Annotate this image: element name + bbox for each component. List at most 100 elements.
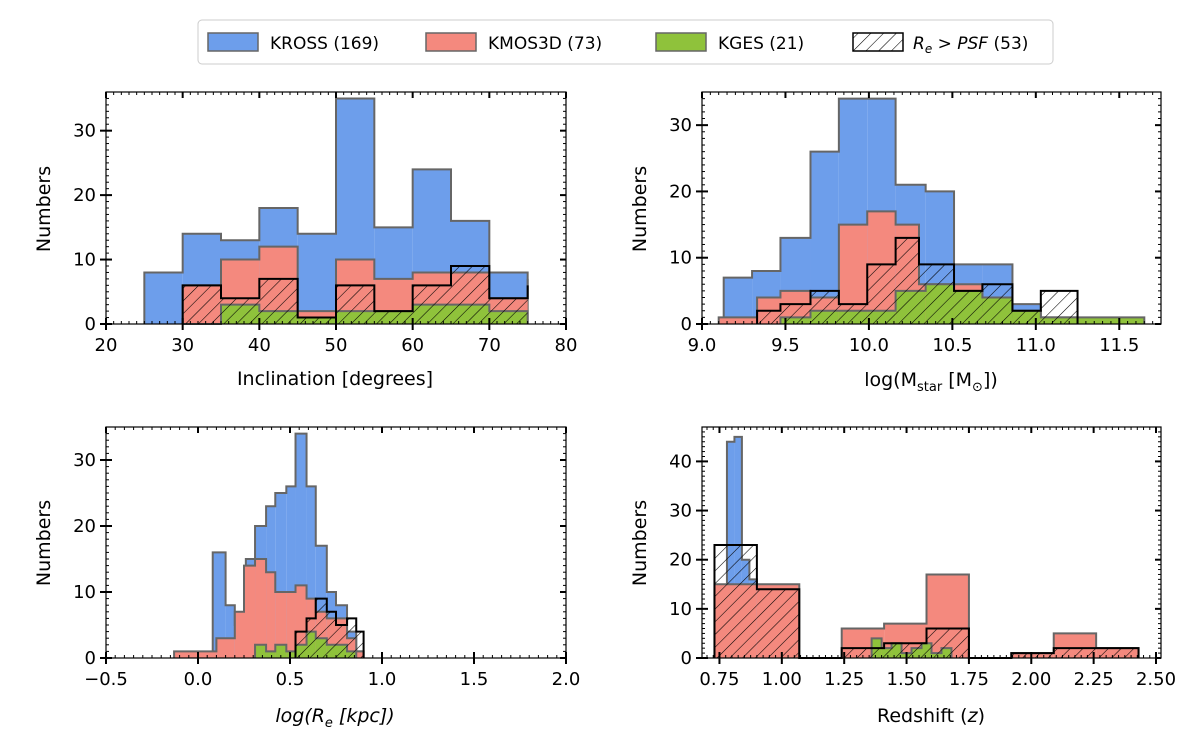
- bar-kmos3d-0: [174, 651, 217, 658]
- bar-re-psf-3: [326, 611, 336, 658]
- bars-inclination: [143, 97, 529, 325]
- x-tick-label: 2.00: [1011, 669, 1051, 690]
- xlabel-size: log(Re [kpc]): [275, 705, 394, 731]
- bar-kmos3d-5: [266, 572, 276, 658]
- outline-re-psf: [756, 236, 1079, 324]
- series-re-psf: [713, 543, 1140, 659]
- bar-kmos3d-8: [295, 585, 307, 658]
- bar-re-psf-0: [757, 310, 781, 324]
- outline-re-psf: [294, 597, 365, 658]
- y-tick-label: 30: [73, 121, 96, 142]
- bar-re-psf-6: [918, 264, 955, 324]
- y-tick-label: 30: [669, 115, 692, 136]
- panel-mass: 9.0 9.5 10.0 10.5 11.0 11.5 0 10 20 30 Numbers lo…: [629, 91, 1162, 395]
- bars-mass: [717, 97, 1146, 324]
- series-re-psf: [181, 265, 529, 324]
- panel-redshift: 0.75 1.00 1.25 1.50 1.75 2.00 2.25 2.50 0 10 20 30 4…: [629, 426, 1176, 727]
- y-tick-label: 10: [73, 582, 96, 603]
- bar-re-psf-1: [306, 618, 316, 658]
- legend-swatch-kges: [655, 32, 707, 52]
- y-tick-label: 40: [669, 451, 692, 472]
- bars-redshift: [713, 435, 1140, 659]
- xlabel-inclination: Inclination [degrees]: [237, 368, 433, 390]
- outline-re-psf: [181, 265, 529, 324]
- x-tick-label: 30: [171, 335, 194, 356]
- legend: KROSS (169) KMOS3D (73) KGES (21) Re > P…: [197, 19, 1054, 65]
- x-tick-label: 11.0: [1016, 335, 1056, 356]
- bar-kross-8: [295, 433, 307, 658]
- legend-frame: [197, 19, 1054, 65]
- panel-size: −0.5 0.0 0.5 1.0 1.5 2.0 0 10 20 30 Numbers log(R…: [33, 426, 580, 731]
- bar-re-psf-2: [315, 598, 327, 658]
- bar-re-psf-5: [374, 311, 413, 324]
- bar-kross-0: [144, 272, 183, 324]
- x-tick-label: 2.25: [1074, 669, 1114, 690]
- bar-kross-4: [297, 233, 336, 324]
- bar-kges-2: [275, 644, 287, 658]
- bar-re-psf-0: [714, 544, 757, 658]
- legend-swatch-re-psf: [852, 32, 904, 52]
- bar-kges-10: [1119, 317, 1145, 324]
- y-tick-label: 10: [669, 599, 692, 620]
- bar-kmos3d-3: [244, 565, 256, 658]
- x-tick-label: 11.5: [1099, 335, 1139, 356]
- x-tick-label: 0.75: [699, 669, 739, 690]
- x-tick-label: 80: [555, 335, 578, 356]
- bar-kross-9: [306, 486, 316, 658]
- bar-kmos3d-7: [286, 592, 296, 658]
- x-tick-label: 10.5: [932, 335, 972, 356]
- bar-re-psf-4: [336, 625, 348, 658]
- bar-re-psf-1: [756, 589, 800, 658]
- ylabel-mass: Numbers: [629, 166, 651, 252]
- bar-kross-0: [212, 552, 226, 658]
- bar-kross-7: [286, 486, 296, 658]
- bar-kmos3d-4: [255, 559, 267, 658]
- bar-re-psf-2: [259, 278, 298, 324]
- x-tick-label: 20: [95, 335, 118, 356]
- bar-kges-0: [255, 644, 267, 658]
- legend-entry-kross: KROSS (169): [207, 32, 379, 54]
- bar-kross-6: [275, 493, 287, 658]
- bar-re-psf-3: [838, 304, 868, 324]
- y-tick-label: 20: [669, 550, 692, 571]
- bar-re-psf-5: [895, 237, 919, 324]
- bar-re-psf-0: [182, 285, 221, 324]
- x-tick-label: 70: [478, 335, 501, 356]
- bar-re-psf-9: [1096, 648, 1139, 658]
- x-tick-label: 1.50: [887, 669, 927, 690]
- bar-kmos3d-0: [718, 317, 758, 324]
- bar-re-psf-6: [412, 285, 451, 324]
- axes-frame: [701, 91, 1162, 325]
- y-tick-label: 20: [73, 185, 96, 206]
- bars-size: [173, 432, 365, 658]
- ylabel-inclination: Numbers: [33, 166, 55, 252]
- x-tick-label: 1.5: [460, 669, 489, 690]
- legend-entry-re-psf: Re > PSF (53): [852, 32, 1028, 56]
- legend-label-kross: KROSS (169): [270, 34, 379, 54]
- x-tick-label: 9.0: [688, 335, 717, 356]
- x-tick-label: 40: [248, 335, 271, 356]
- x-tick-label: −0.5: [84, 669, 128, 690]
- bar-re-psf-4: [884, 643, 927, 658]
- bar-re-psf-9: [1012, 310, 1041, 324]
- legend-label-kges: KGES (21): [718, 34, 804, 54]
- y-tick-label: 10: [73, 250, 96, 271]
- bar-kges-1: [266, 651, 276, 658]
- x-tick-label: 1.25: [824, 669, 864, 690]
- xlabel-redshift: Redshift (z): [877, 705, 985, 727]
- bar-kmos3d-1: [216, 638, 235, 658]
- bar-kmos3d-2: [234, 611, 244, 658]
- bar-re-psf-2: [810, 290, 839, 324]
- bar-kges-9: [1040, 317, 1120, 324]
- legend-label-kmos3d: KMOS3D (73): [488, 34, 602, 54]
- bar-re-psf-3: [841, 648, 885, 658]
- y-tick-label: 30: [669, 501, 692, 522]
- outline-re-psf: [713, 543, 1140, 659]
- y-tick-label: 20: [73, 516, 96, 537]
- bar-re-psf-8: [1053, 648, 1097, 658]
- panel-inclination: 20 30 40 50 60 70 80 0 10 20 30 Numbers Inclinatio…: [33, 91, 578, 390]
- bar-re-psf-6: [356, 631, 364, 658]
- bar-re-psf-7: [954, 290, 983, 324]
- bar-re-psf-4: [867, 264, 896, 324]
